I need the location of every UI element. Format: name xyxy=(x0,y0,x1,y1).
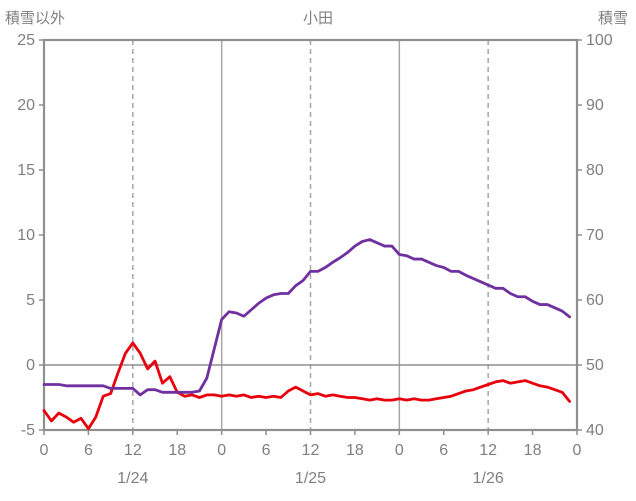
left-axis-title: 積雪以外 xyxy=(5,10,66,27)
svg-text:12: 12 xyxy=(124,442,142,459)
svg-text:1/24: 1/24 xyxy=(117,470,148,487)
svg-text:0: 0 xyxy=(40,442,49,459)
svg-text:25: 25 xyxy=(17,32,35,49)
svg-text:18: 18 xyxy=(346,442,364,459)
svg-text:1/26: 1/26 xyxy=(473,470,504,487)
svg-text:0: 0 xyxy=(573,442,582,459)
svg-text:100: 100 xyxy=(586,32,613,49)
svg-text:10: 10 xyxy=(17,227,35,244)
svg-text:80: 80 xyxy=(586,162,604,179)
svg-text:50: 50 xyxy=(586,357,604,374)
svg-text:1/25: 1/25 xyxy=(295,470,326,487)
svg-text:5: 5 xyxy=(26,292,35,309)
svg-text:18: 18 xyxy=(168,442,186,459)
right-axis-title: 積雪 xyxy=(597,10,628,27)
svg-text:40: 40 xyxy=(586,422,604,439)
svg-text:12: 12 xyxy=(302,442,320,459)
svg-text:20: 20 xyxy=(17,97,35,114)
svg-text:6: 6 xyxy=(439,442,448,459)
svg-text:90: 90 xyxy=(586,97,604,114)
svg-text:-5: -5 xyxy=(21,422,35,439)
svg-text:15: 15 xyxy=(17,162,35,179)
svg-text:0: 0 xyxy=(26,357,35,374)
svg-text:60: 60 xyxy=(586,292,604,309)
svg-text:0: 0 xyxy=(217,442,226,459)
svg-text:18: 18 xyxy=(524,442,542,459)
svg-text:12: 12 xyxy=(479,442,497,459)
chart-title: 小田 xyxy=(302,10,333,27)
svg-text:0: 0 xyxy=(395,442,404,459)
svg-text:6: 6 xyxy=(262,442,271,459)
svg-text:70: 70 xyxy=(586,227,604,244)
svg-text:6: 6 xyxy=(84,442,93,459)
